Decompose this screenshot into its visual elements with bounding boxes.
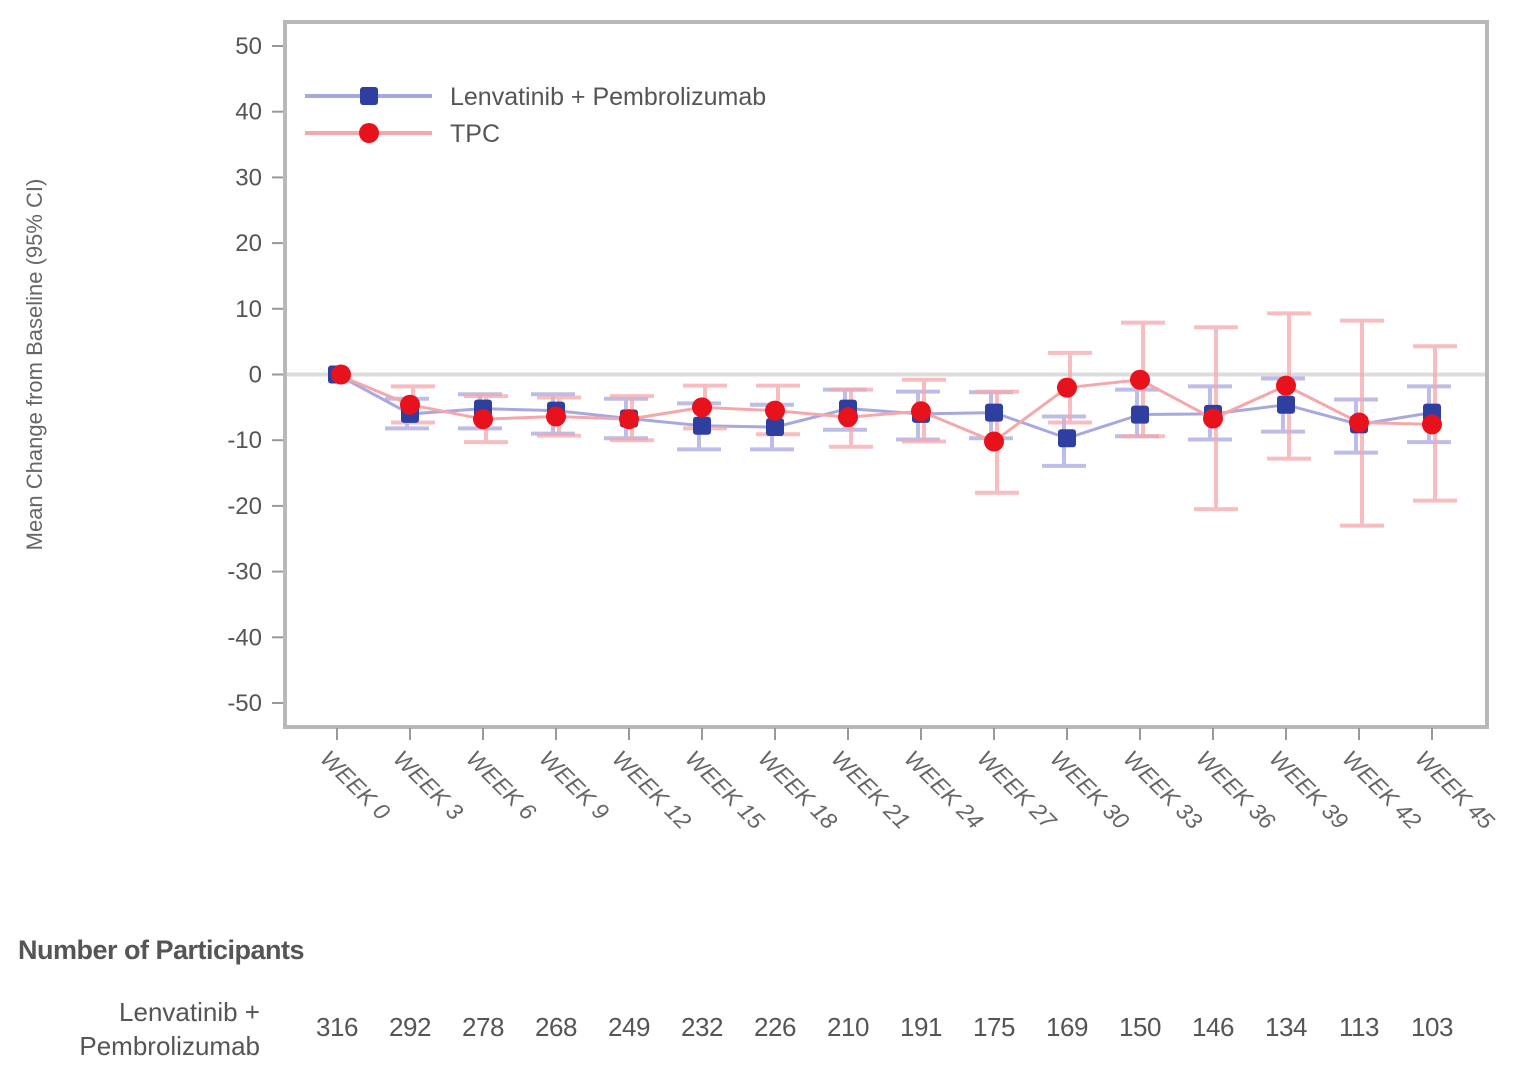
participant-count: 191	[900, 1012, 942, 1042]
participants-row-label-line2: Pembrolizumab	[79, 1031, 260, 1061]
participant-count: 210	[827, 1012, 869, 1042]
data-point-square	[1131, 405, 1149, 424]
y-tick-label: 40	[235, 99, 262, 126]
participant-count: 169	[1046, 1012, 1088, 1042]
y-axis-title: Mean Change from Baseline (95% CI)	[22, 179, 47, 551]
x-tick-label: WEEK 21	[826, 745, 915, 834]
y-tick-label: -10	[227, 427, 262, 454]
participants-row-label-line1: Lenvatinib +	[119, 997, 260, 1027]
x-tick-label: WEEK 3	[388, 745, 468, 825]
legend: Lenvatinib + Pembrolizumab TPC	[305, 83, 766, 148]
legend-circle-marker-icon	[359, 123, 379, 143]
participant-count: 146	[1192, 1012, 1234, 1042]
data-point-square	[693, 416, 711, 435]
y-axis-label: Mean Change from Baseline (95% CI)	[22, 179, 47, 551]
data-point-square	[1277, 395, 1295, 414]
y-tick-label: -30	[227, 559, 262, 586]
participant-count: 292	[389, 1012, 431, 1042]
participants-row-label: Lenvatinib + Pembrolizumab	[10, 995, 260, 1063]
y-tick-label: 50	[235, 33, 262, 60]
legend-label: Lenvatinib + Pembrolizumab	[450, 83, 766, 111]
participant-count: 150	[1119, 1012, 1161, 1042]
data-point-circle	[838, 407, 858, 428]
participant-count: 249	[608, 1012, 650, 1042]
participant-count: 226	[754, 1012, 796, 1042]
participant-count: 316	[316, 1012, 358, 1042]
data-point-square	[985, 403, 1003, 422]
participant-count: 268	[535, 1012, 577, 1042]
markers-tpc	[331, 364, 1442, 452]
x-tick-label: WEEK 27	[972, 745, 1062, 835]
x-tick-label: WEEK 45	[1410, 745, 1499, 834]
participant-count: 175	[973, 1012, 1015, 1042]
data-point-circle	[984, 431, 1004, 452]
plot-area	[328, 311, 1457, 528]
series-line	[336, 373, 1433, 444]
x-tick-label: WEEK 0	[315, 745, 395, 825]
data-point-circle	[1422, 414, 1442, 435]
x-tick-label: WEEK 42	[1337, 745, 1426, 834]
data-point-circle	[331, 364, 351, 385]
x-tick-label: WEEK 6	[461, 745, 541, 825]
data-point-circle	[400, 394, 420, 415]
data-point-circle	[1057, 377, 1077, 398]
x-tick-label: WEEK 39	[1264, 745, 1353, 834]
y-axis: 50 40 30 20 10 0 -10 -20 -30 -40 -50	[227, 33, 284, 717]
x-tick-label: WEEK 9	[534, 745, 614, 825]
participants-table-title: Number of Participants	[18, 935, 305, 965]
participant-count: 103	[1411, 1012, 1453, 1042]
x-tick-label: WEEK 33	[1118, 745, 1207, 834]
legend-item: Lenvatinib + Pembrolizumab	[305, 83, 766, 111]
y-tick-label: 20	[235, 230, 262, 257]
x-tick-label: WEEK 12	[607, 745, 696, 834]
data-point-square	[1058, 429, 1076, 448]
x-tick-label: WEEK 36	[1191, 745, 1280, 834]
data-point-circle	[473, 409, 493, 430]
legend-square-marker-icon	[360, 87, 378, 105]
y-tick-label: -40	[227, 624, 262, 651]
x-tick-label: WEEK 15	[680, 745, 769, 834]
data-point-circle	[1276, 375, 1296, 396]
data-point-circle	[765, 400, 785, 421]
participant-count: 278	[462, 1012, 504, 1042]
x-tick-label: WEEK 30	[1045, 745, 1134, 834]
x-tick-label: WEEK 18	[753, 745, 842, 834]
participant-count: 134	[1265, 1012, 1307, 1042]
y-tick-label: 10	[235, 296, 262, 323]
participant-count: 232	[681, 1012, 723, 1042]
data-point-circle	[619, 409, 639, 430]
plot-frame	[283, 20, 1489, 729]
data-point-circle	[911, 401, 931, 422]
data-point-circle	[546, 406, 566, 427]
data-point-circle	[692, 397, 712, 418]
legend-item: TPC	[305, 120, 500, 148]
series-line	[336, 373, 1433, 440]
data-point-circle	[1349, 412, 1369, 433]
y-tick-label: 30	[235, 164, 262, 191]
y-tick-label: -50	[227, 690, 262, 717]
participant-count: 113	[1339, 1012, 1379, 1042]
data-point-circle	[1203, 408, 1223, 429]
series-tpc	[336, 311, 1457, 528]
data-point-circle	[1130, 369, 1150, 390]
legend-label: TPC	[450, 120, 500, 148]
x-tick-label: WEEK 24	[899, 745, 988, 834]
line-chart: Mean Change from Baseline (95% CI) 50 40 3…	[22, 20, 1499, 835]
data-point-square	[766, 418, 784, 437]
y-tick-label: -20	[227, 493, 262, 520]
y-tick-label: 0	[249, 362, 262, 389]
